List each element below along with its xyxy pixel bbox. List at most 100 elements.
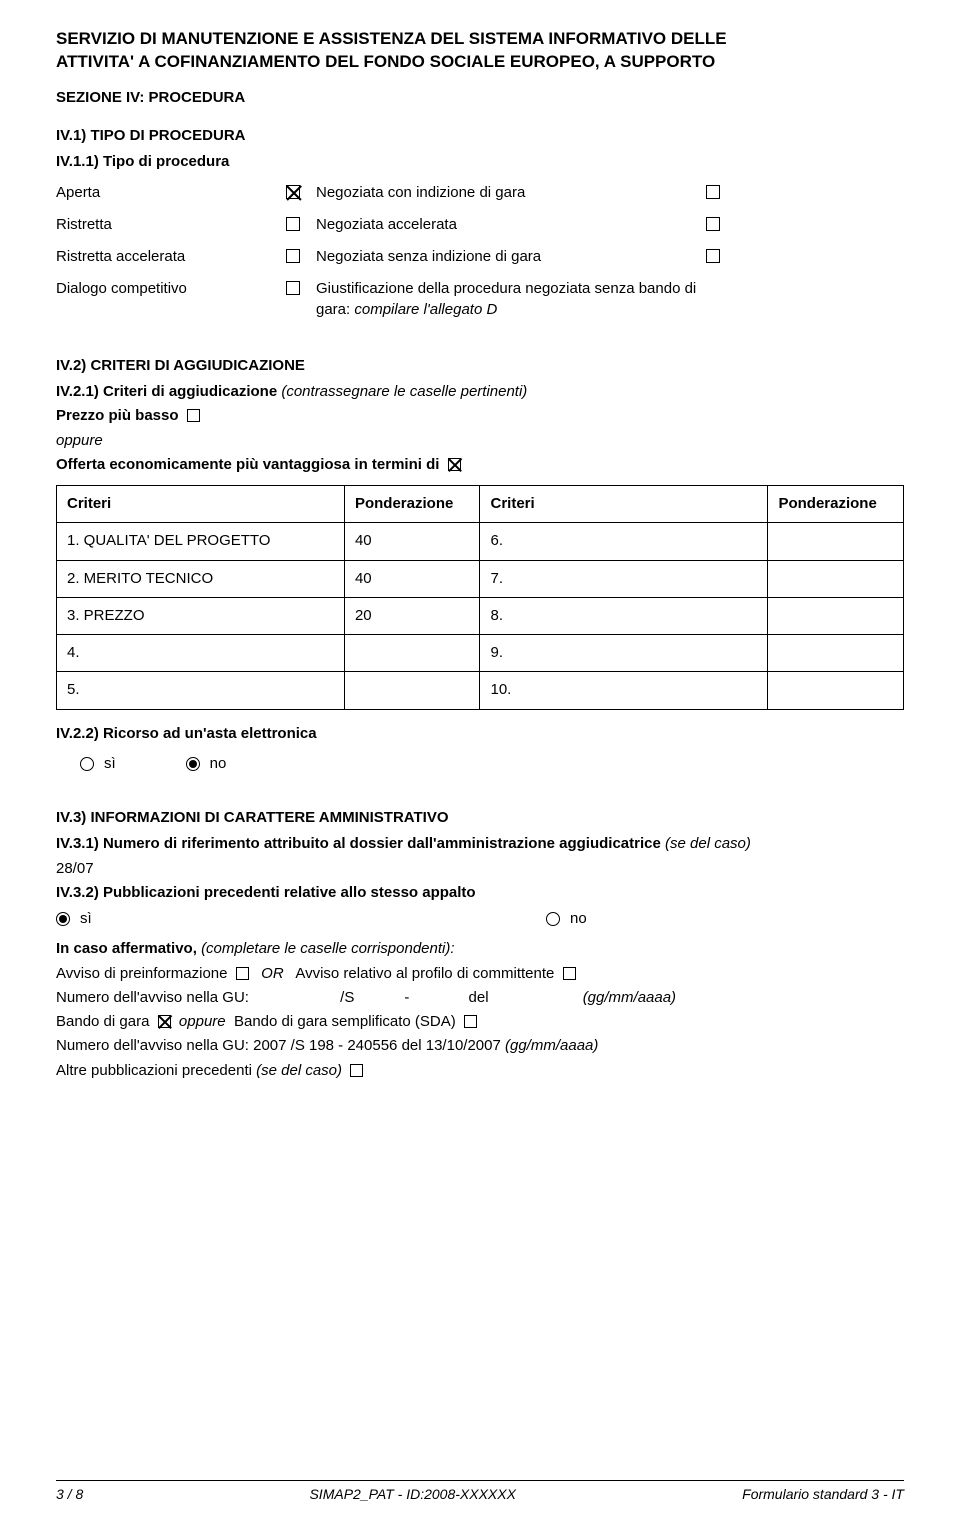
checkbox-altre-pubblicazioni[interactable] [350, 1064, 363, 1077]
iv21-line: IV.2.1) Criteri di aggiudicazione (contr… [56, 382, 904, 402]
cell: 6. [480, 523, 768, 560]
prezzo-basso-label: Prezzo più basso [56, 407, 179, 424]
document-title: SERVIZIO DI MANUTENZIONE E ASSISTENZA DE… [56, 28, 904, 74]
checkbox-bando-sda[interactable] [464, 1015, 477, 1028]
footer-center: SIMAP2_PAT - ID:2008-XXXXXX [309, 1485, 515, 1504]
iv22-radio-row: sì no [80, 754, 904, 774]
checkbox-ristretta[interactable] [286, 217, 300, 231]
cell: 9. [480, 635, 768, 672]
proc-left-3: Dialogo competitivo [56, 279, 286, 299]
iv21-paren: (contrassegnare le caselle pertinenti) [281, 383, 527, 400]
checkbox-negoziata-indizione[interactable] [706, 185, 720, 199]
radio-iv22-no[interactable]: no [186, 754, 227, 774]
iv22-heading: IV.2.2) Ricorso ad un'asta elettronica [56, 724, 904, 744]
iv31-value: 28/07 [56, 859, 904, 879]
proc-right-3: Giustificazione della procedura negoziat… [316, 279, 706, 320]
iv31-line: IV.3.1) Numero di riferimento attribuito… [56, 834, 904, 854]
checkbox-profilo-committente[interactable] [563, 967, 576, 980]
radio-iv32-si[interactable]: sì [56, 909, 546, 929]
preinfo-a: Avviso di preinformazione [56, 965, 227, 982]
cell: 40 [344, 560, 480, 597]
iv11-heading: IV.1.1) Tipo di procedura [56, 152, 904, 172]
or-label: OR [261, 965, 284, 982]
gu1-b: /S [340, 988, 400, 1008]
th-ponderazione-1: Ponderazione [344, 486, 480, 523]
cell: 1. QUALITA' DEL PROGETTO [57, 523, 345, 560]
gu1-d: del [469, 988, 579, 1008]
radio-icon [80, 757, 94, 771]
th-ponderazione-2: Ponderazione [768, 486, 904, 523]
oppure-label: oppure [56, 431, 904, 451]
checkbox-aperta[interactable] [286, 185, 300, 199]
footer-left: 3 / 8 [56, 1485, 83, 1504]
th-criteri-1: Criteri [57, 486, 345, 523]
radio-label-no: no [210, 754, 227, 774]
preinfo-b: Avviso relativo al profilo di committent… [295, 965, 554, 982]
cell [768, 597, 904, 634]
cell: 3. PREZZO [57, 597, 345, 634]
checkbox-offerta-vantaggiosa[interactable] [448, 458, 461, 471]
checkbox-prezzo-basso[interactable] [187, 409, 200, 422]
offerta-line: Offerta economicamente più vantaggiosa i… [56, 455, 904, 475]
affermativo-lead: In caso affermativo, [56, 940, 201, 957]
table-row: 2. MERITO TECNICO 40 7. [57, 560, 904, 597]
table-header-row: Criteri Ponderazione Criteri Ponderazion… [57, 486, 904, 523]
procedure-type-grid: Aperta Negoziata con indizione di gara R… [56, 183, 904, 320]
title-line-2: ATTIVITA' A COFINANZIAMENTO DEL FONDO SO… [56, 52, 715, 71]
affermativo-line: In caso affermativo, (completare le case… [56, 939, 904, 959]
title-line-1: SERVIZIO DI MANUTENZIONE E ASSISTENZA DE… [56, 29, 727, 48]
checkbox-dialogo-competitivo[interactable] [286, 281, 300, 295]
cell [768, 523, 904, 560]
cell [768, 635, 904, 672]
gu-line-2: Numero dell'avviso nella GU: 2007 /S 198… [56, 1036, 904, 1056]
cell [344, 672, 480, 709]
altre-pub-line: Altre pubblicazioni precedenti (se del c… [56, 1061, 904, 1081]
criteria-table: Criteri Ponderazione Criteri Ponderazion… [56, 485, 904, 710]
gu-line-1: Numero dell'avviso nella GU: /S - del (g… [56, 988, 904, 1008]
radio-label-no: no [570, 909, 587, 929]
affermativo-paren: (completare le caselle corrispondenti): [201, 940, 454, 957]
bando-a: Bando di gara [56, 1013, 149, 1030]
proc-left-2: Ristretta accelerata [56, 247, 286, 267]
cell [768, 560, 904, 597]
proc-right-0: Negoziata con indizione di gara [316, 183, 706, 203]
preinfo-line: Avviso di preinformazione OR Avviso rela… [56, 964, 904, 984]
checkbox-negoziata-senza-indizione[interactable] [706, 249, 720, 263]
cell: 10. [480, 672, 768, 709]
checkbox-ristretta-accelerata[interactable] [286, 249, 300, 263]
th-criteri-2: Criteri [480, 486, 768, 523]
prezzo-basso-line: Prezzo più basso [56, 406, 904, 426]
radio-icon [186, 757, 200, 771]
iv32-heading: IV.3.2) Pubblicazioni precedenti relativ… [56, 884, 476, 901]
footer-right: Formulario standard 3 - IT [742, 1485, 904, 1504]
proc-right-2: Negoziata senza indizione di gara [316, 247, 706, 267]
checkbox-preinformazione[interactable] [236, 967, 249, 980]
checkbox-bando-gara[interactable] [158, 1015, 171, 1028]
radio-iv22-si[interactable]: sì [80, 754, 116, 774]
cell: 4. [57, 635, 345, 672]
proc-left-0: Aperta [56, 183, 286, 203]
radio-label-si: sì [104, 754, 116, 774]
table-row: 1. QUALITA' DEL PROGETTO 40 6. [57, 523, 904, 560]
radio-iv32-no[interactable]: no [546, 909, 587, 929]
iv1-heading: IV.1) TIPO DI PROCEDURA [56, 126, 904, 146]
bando-b: Bando di gara semplificato (SDA) [234, 1013, 456, 1030]
gu1-a: Numero dell'avviso nella GU: [56, 988, 336, 1008]
table-row: 5. 10. [57, 672, 904, 709]
gu1-c: - [404, 988, 464, 1008]
iv2-heading: IV.2) CRITERI DI AGGIUDICAZIONE [56, 356, 904, 376]
iv3-heading: IV.3) INFORMAZIONI DI CARATTERE AMMINIST… [56, 808, 904, 828]
offerta-label: Offerta economicamente più vantaggiosa i… [56, 456, 439, 473]
cell: 8. [480, 597, 768, 634]
section-iv-heading: SEZIONE IV: PROCEDURA [56, 88, 904, 108]
cell: 7. [480, 560, 768, 597]
iv21-lead: IV.2.1) Criteri di aggiudicazione [56, 383, 281, 400]
cell: 2. MERITO TECNICO [57, 560, 345, 597]
radio-label-si: sì [80, 909, 92, 929]
cell: 40 [344, 523, 480, 560]
cell [344, 635, 480, 672]
radio-icon [546, 912, 560, 926]
altre-pub-paren: (se del caso) [256, 1062, 342, 1079]
table-row: 4. 9. [57, 635, 904, 672]
checkbox-negoziata-accelerata[interactable] [706, 217, 720, 231]
